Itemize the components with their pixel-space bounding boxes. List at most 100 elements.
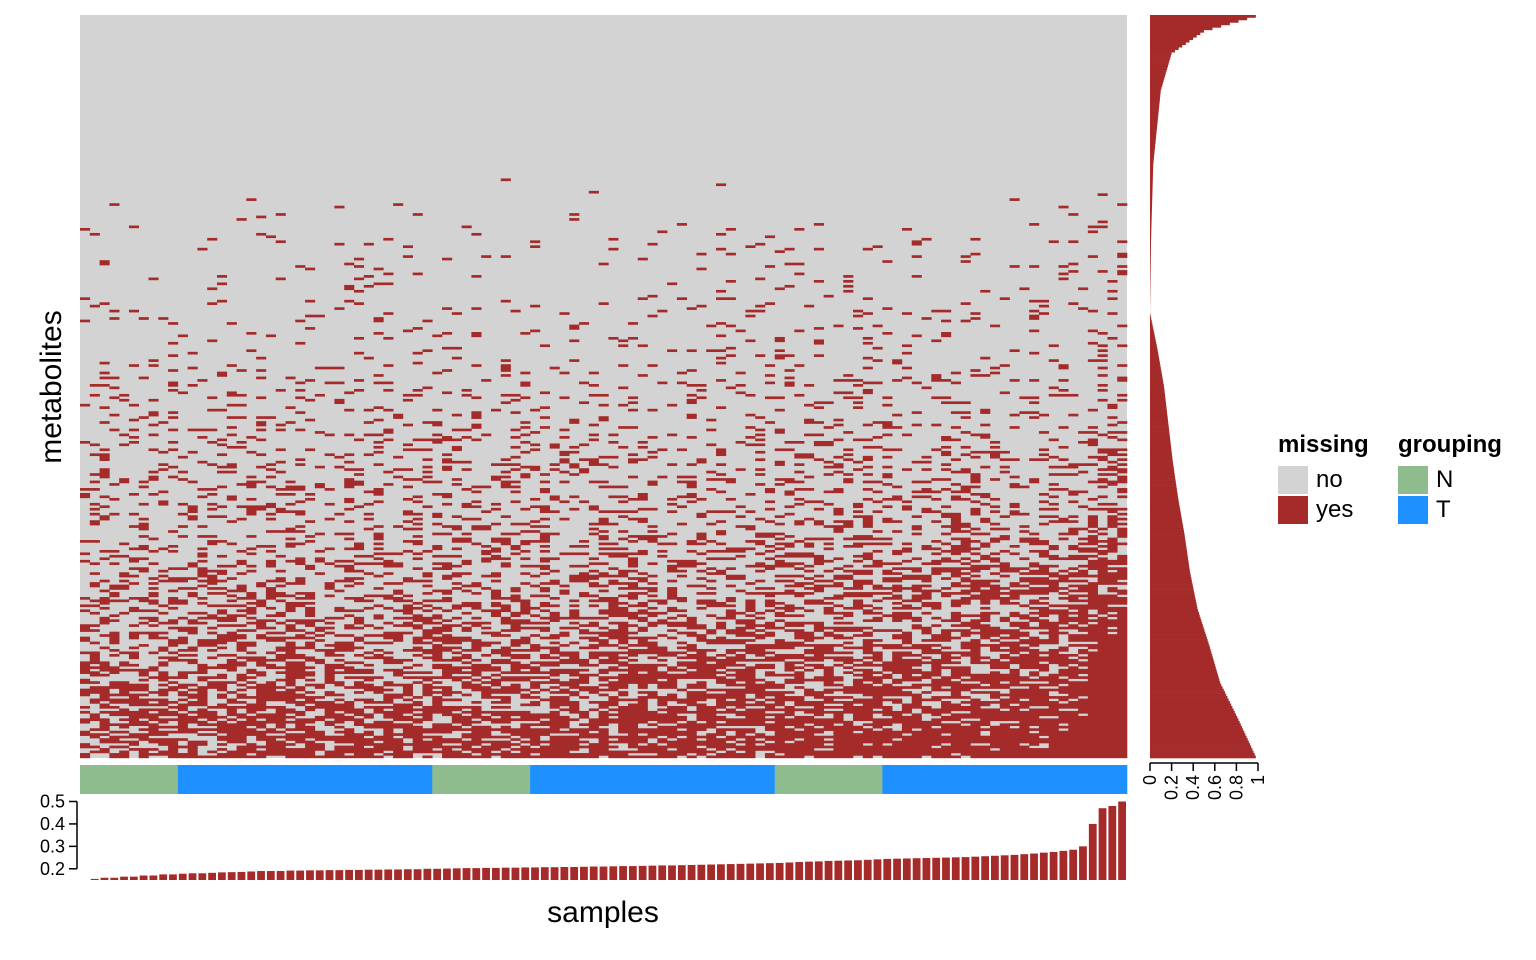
missing-cell [187, 366, 198, 370]
missing-cell [490, 740, 502, 751]
missing-cell [128, 436, 140, 439]
missing-cell [89, 582, 100, 588]
missing-cell [980, 735, 991, 744]
missing-cell [1078, 579, 1089, 583]
missing-cell [1058, 265, 1069, 268]
missing-cell [970, 500, 981, 504]
missing-cell [324, 750, 335, 759]
missing-cell [500, 393, 511, 397]
missing-cell [931, 678, 942, 692]
missing-cell [216, 505, 228, 509]
missing-cell [735, 440, 746, 444]
missing-cell [598, 584, 609, 588]
metabolite-missing-bar [1150, 146, 1155, 150]
missing-cell [128, 547, 140, 551]
missing-cell [794, 661, 805, 665]
missing-cell [109, 549, 120, 553]
missing-cell [500, 515, 511, 518]
missing-cell [530, 728, 541, 746]
missing-cell [941, 401, 952, 405]
missing-cell [990, 440, 1001, 444]
missing-cell [353, 562, 365, 566]
missing-cell [216, 371, 228, 377]
missing-cell [931, 490, 942, 494]
missing-cell [510, 710, 521, 717]
missing-cell [295, 701, 306, 707]
missing-cell [794, 708, 805, 712]
missing-cell [422, 728, 433, 734]
missing-cell [490, 728, 502, 731]
missing-cell [618, 691, 629, 697]
missing-cell [207, 733, 218, 736]
missing-cell [383, 388, 394, 392]
missing-cell [324, 517, 335, 521]
missing-cell [843, 641, 854, 645]
missing-cell [89, 393, 100, 397]
missing-cell [432, 636, 443, 642]
missing-cell [764, 265, 776, 268]
missing-cell [490, 601, 502, 608]
missing-cell [216, 624, 228, 627]
missing-cell [510, 718, 521, 722]
missing-cell [275, 671, 286, 674]
missing-cell [872, 730, 883, 756]
missing-cell [442, 589, 453, 595]
sample-missing-bar [364, 869, 373, 880]
missing-cell [1107, 515, 1118, 528]
missing-cell [138, 535, 149, 538]
missing-cell [1009, 611, 1020, 618]
missing-cell [862, 745, 873, 759]
missing-cell [716, 232, 727, 236]
missing-cell [676, 505, 687, 509]
missing-cell [490, 631, 502, 637]
missing-cell [647, 641, 658, 655]
missing-cell [559, 730, 570, 734]
missing-cell [442, 562, 453, 570]
missing-cell [530, 304, 541, 308]
missing-cell [862, 604, 873, 608]
metabolite-missing-bar [1150, 512, 1181, 516]
missing-cell [853, 401, 864, 405]
missing-cell [725, 386, 736, 390]
metabolite-missing-bar [1150, 525, 1184, 528]
missing-cell [755, 678, 766, 682]
missing-cell [853, 668, 864, 672]
missing-cell [1107, 634, 1118, 759]
missing-cell [618, 698, 629, 702]
missing-cell [226, 614, 237, 622]
missing-cell [520, 433, 531, 437]
missing-cell [745, 393, 756, 397]
missing-cell [471, 542, 482, 546]
missing-cell [1019, 646, 1030, 652]
missing-cell [784, 562, 795, 568]
missing-cell [735, 391, 746, 395]
missing-cell [911, 255, 922, 258]
missing-cell [187, 384, 198, 387]
missing-cell [941, 557, 952, 563]
missing-cell [383, 693, 394, 704]
missing-cell [960, 562, 971, 566]
missing-cell [637, 626, 648, 632]
missing-cell [843, 701, 854, 714]
missing-cell [471, 232, 482, 236]
missing-cell [314, 701, 325, 709]
sample-missing-bar [609, 866, 618, 880]
missing-cell [960, 522, 971, 528]
missing-cell [119, 599, 130, 603]
metabolite-missing-bar [1150, 141, 1156, 145]
missing-cell [226, 416, 237, 419]
missing-cell [1097, 473, 1108, 476]
missing-cell [334, 641, 345, 652]
missing-cell [539, 572, 550, 575]
missing-cell [412, 527, 423, 531]
missing-cell [216, 408, 228, 412]
missing-cell [588, 438, 599, 442]
missing-cell [393, 552, 404, 556]
metabolite-missing-bar [1150, 230, 1152, 234]
missing-cell [324, 626, 335, 630]
missing-cell [696, 592, 707, 595]
missing-cell [265, 485, 277, 489]
missing-cell [383, 656, 394, 665]
missing-cell [539, 661, 550, 667]
missing-cell [559, 589, 570, 595]
